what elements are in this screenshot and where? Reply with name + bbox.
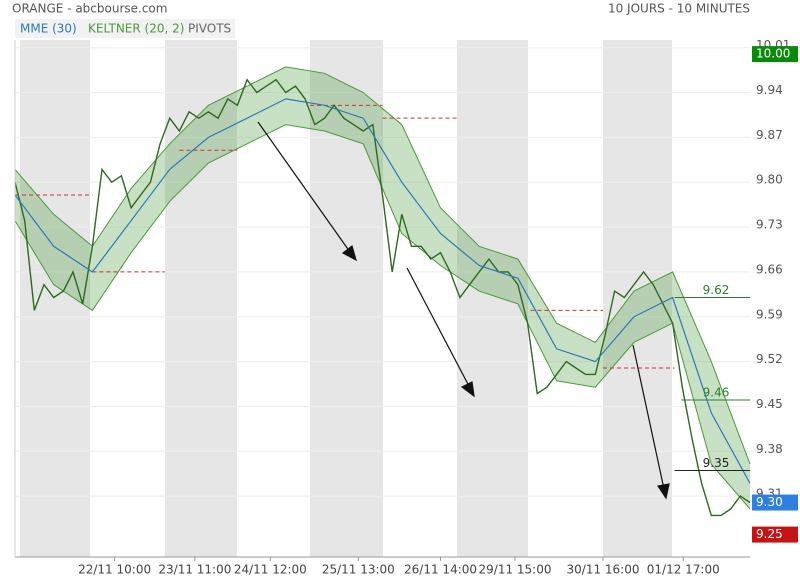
- keltner-upper: [14, 66, 751, 465]
- level-label: 9.35: [703, 456, 730, 470]
- legend: MME (30) KELTNER (20, 2) PIVOTS: [15, 19, 235, 38]
- y-tick-label: 9.73: [756, 218, 783, 232]
- legend-entry: PIVOTS: [188, 22, 231, 36]
- arrow: [406, 267, 471, 389]
- price-tag-label: 9.25: [756, 527, 783, 541]
- price-tag: [752, 494, 798, 511]
- y-tick-label: 9.38: [756, 442, 783, 456]
- x-tick-label: 26/11 14:00: [404, 563, 477, 577]
- y-tick-label: 9.66: [756, 262, 783, 276]
- price-line: [14, 78, 751, 517]
- marks: [14, 66, 751, 517]
- day-band: [165, 40, 237, 557]
- y-tick-label: 9.87: [756, 128, 783, 142]
- keltner-band: [15, 66, 750, 510]
- arrow: [632, 344, 665, 490]
- price-tag: [752, 526, 798, 543]
- y-tick-label: 9.52: [756, 352, 783, 366]
- y-tick-label: 9.94: [756, 83, 783, 97]
- legend-entry: KELTNER (20, 2): [88, 22, 184, 36]
- legend-background: [15, 19, 235, 38]
- arrow: [257, 121, 351, 253]
- arrowhead: [460, 381, 475, 398]
- price-tag-label: 9.30: [756, 495, 783, 509]
- price-tag: [752, 46, 798, 63]
- x-tick-label: 29/11 15:00: [479, 563, 552, 577]
- day-band: [20, 40, 90, 557]
- x-tick-label: 22/11 10:00: [78, 563, 151, 577]
- y-tick-label: 9.59: [756, 307, 783, 321]
- level-label: 9.62: [703, 283, 730, 297]
- y-tick-label: 9.80: [756, 173, 783, 187]
- arrowhead: [341, 244, 357, 262]
- chart-title: ORANGE - abcbourse.com: [12, 2, 167, 16]
- x-tick-label: 25/11 13:00: [322, 563, 395, 577]
- y-tick-label: 9.45: [756, 397, 783, 411]
- keltner-lower: [14, 124, 751, 510]
- day-band: [457, 40, 528, 557]
- arrowhead: [656, 483, 670, 500]
- price-tag-label: 10.00: [756, 47, 790, 61]
- chart-subtitle: 10 JOURS - 10 MINUTES: [608, 2, 750, 16]
- x-tick-label: 01/12 17:00: [647, 563, 720, 577]
- x-tick-label: 30/11 16:00: [567, 563, 640, 577]
- level-label: 9.46: [703, 386, 730, 400]
- x-tick-label: 23/11 11:00: [158, 563, 231, 577]
- legend-entry: MME (30): [20, 22, 77, 36]
- annotation-arrows: [257, 121, 670, 500]
- x-tick-label: 24/11 12:00: [234, 563, 307, 577]
- mme-line: [14, 98, 751, 484]
